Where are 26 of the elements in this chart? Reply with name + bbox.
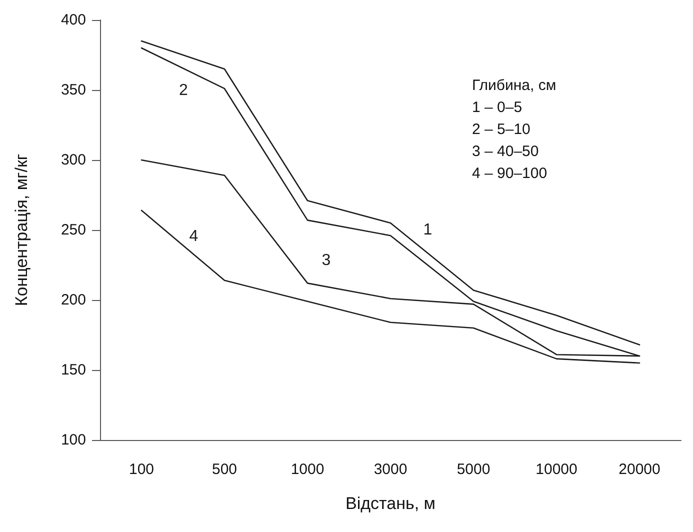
y-tick-label: 100 bbox=[60, 432, 86, 448]
y-tick-label: 250 bbox=[60, 222, 86, 238]
x-tick-label: 1000 bbox=[290, 461, 324, 478]
y-tick-label: 350 bbox=[60, 82, 86, 98]
series-label: 3 bbox=[322, 252, 331, 270]
series-label: 4 bbox=[189, 228, 198, 245]
series-label: 2 bbox=[179, 82, 188, 99]
annotation: 4 – 90–100 bbox=[472, 165, 548, 182]
x-tick-label: 500 bbox=[212, 461, 238, 478]
line-series bbox=[140, 210, 640, 364]
annotation: 3 – 40–50 bbox=[472, 143, 539, 160]
y-tick-label: 400 bbox=[60, 12, 86, 28]
annotation: 2 – 5–10 bbox=[472, 121, 530, 138]
x-tick-label: 20000 bbox=[618, 461, 660, 478]
x-axis-title: Відстань, м bbox=[346, 494, 436, 513]
series-label: 1 bbox=[423, 221, 432, 238]
y-tick-label: 150 bbox=[60, 362, 86, 378]
annotation: 1 – 0–5 bbox=[472, 99, 522, 116]
y-axis-title: Концентрація, мг/кг bbox=[12, 154, 31, 306]
y-tick-label: 300 bbox=[60, 152, 86, 168]
legend-title: Глибина, см bbox=[472, 77, 556, 94]
x-tick-label: 100 bbox=[128, 461, 154, 478]
x-tick-label: 10000 bbox=[536, 461, 578, 478]
x-tick-label: 3000 bbox=[374, 461, 408, 478]
y-tick-label: 200 bbox=[60, 292, 86, 308]
x-tick-label: 5000 bbox=[456, 461, 490, 478]
